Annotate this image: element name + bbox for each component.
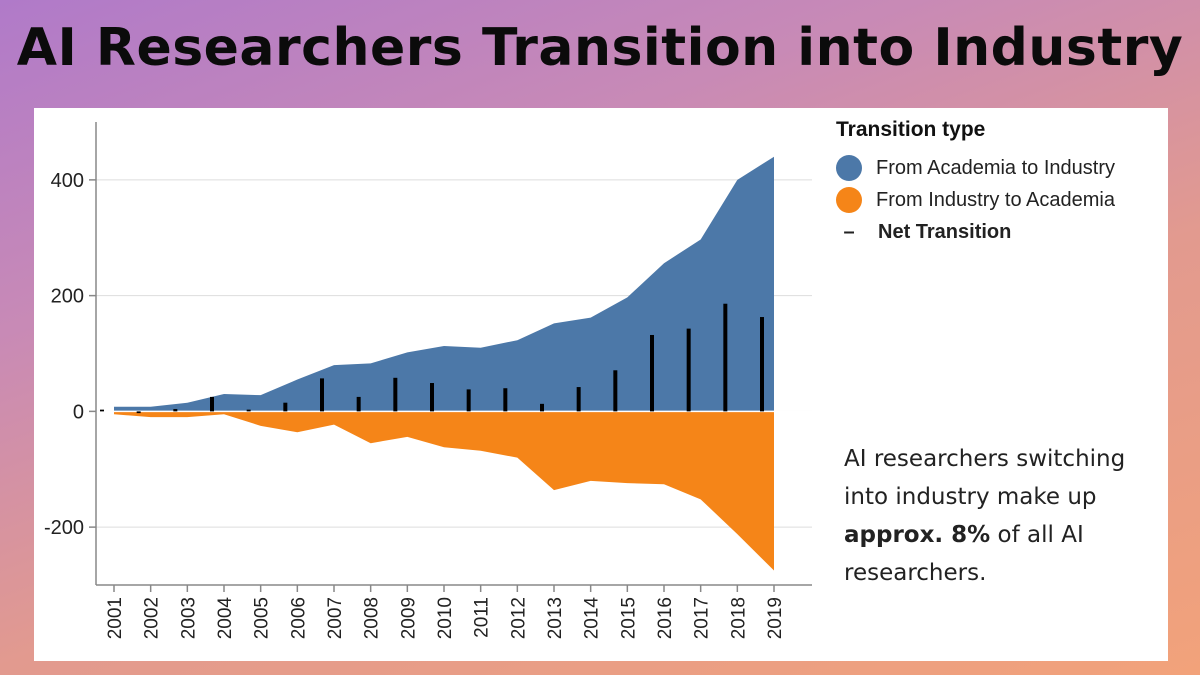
x-tick-label: 2010 <box>435 597 456 639</box>
legend-label: Net Transition <box>878 220 1012 243</box>
net-bar <box>283 402 288 412</box>
net-bar <box>393 377 398 412</box>
legend-swatch-orange <box>836 187 862 213</box>
net-bar <box>356 396 361 412</box>
net-bar <box>136 411 141 414</box>
net-bar <box>100 409 104 412</box>
x-tick-label: 2014 <box>582 597 603 640</box>
x-tick-label: 2001 <box>105 597 126 639</box>
chart-panel: -200 0 200 400 2001 2002 2003 2004 2005 2006 2007 2… <box>34 108 1168 661</box>
x-tick-label: 2011 <box>472 597 493 638</box>
x-tick-label: 2012 <box>508 597 529 639</box>
x-tick-label: 2004 <box>215 597 236 640</box>
legend-item-net-transition: – Net Transition <box>836 216 1115 248</box>
note-line-1: AI researchers switching into industry m… <box>844 446 1126 510</box>
x-tick-label: 2015 <box>618 597 639 639</box>
net-bar <box>430 383 434 412</box>
legend-title: Transition type <box>836 118 986 141</box>
net-bar <box>760 317 764 412</box>
area-academia-to-industry <box>114 156 774 412</box>
y-tick-label: -200 <box>44 517 84 539</box>
legend-label: From Academia to Industry <box>876 156 1115 179</box>
y-tick-label: 0 <box>73 401 84 423</box>
annotation-note: AI researchers switching into industry m… <box>844 440 1164 592</box>
net-bar <box>173 409 178 412</box>
x-tick-label: 2013 <box>545 597 566 639</box>
x-tick-label: 2005 <box>252 597 273 639</box>
x-tick-label: 2017 <box>692 597 713 639</box>
net-bar <box>613 370 618 412</box>
headline: AI Researchers Transition into Industry <box>16 18 1184 78</box>
net-bar <box>210 396 214 412</box>
legend-swatch-blue <box>836 155 862 181</box>
legend-swatch-dash: – <box>843 220 855 243</box>
area-chart: -200 0 200 400 2001 2002 2003 2004 2005 2006 2007 2… <box>44 122 812 640</box>
x-tick-label: 2002 <box>142 597 163 639</box>
legend-item-industry-to-academia: From Industry to Academia <box>836 184 1115 216</box>
net-bar <box>650 334 654 412</box>
net-bar <box>576 387 581 412</box>
legend-item-academia-to-industry: From Academia to Industry <box>836 152 1115 184</box>
x-tick-label: 2003 <box>178 597 199 639</box>
net-bar <box>246 409 251 412</box>
x-tick-label: 2018 <box>728 597 749 639</box>
y-tick-label: 200 <box>51 286 84 308</box>
x-tick-label: 2016 <box>655 597 676 639</box>
legend-label: From Industry to Academia <box>876 188 1115 211</box>
net-bar <box>320 378 324 412</box>
net-bar <box>540 403 544 412</box>
x-tick-label: 2006 <box>288 597 309 639</box>
net-bar <box>503 388 508 412</box>
x-tick-label: 2019 <box>765 597 786 639</box>
x-tick-label: 2007 <box>325 597 346 639</box>
x-tick-label: 2008 <box>362 597 383 639</box>
area-industry-to-academia <box>114 411 774 571</box>
net-bar <box>686 328 691 412</box>
x-tick-label: 2009 <box>398 597 419 639</box>
net-bar <box>466 389 471 412</box>
note-bold: approx. 8% <box>844 522 991 548</box>
net-bar <box>723 303 728 412</box>
legend: Transition type From Academia to Industr… <box>836 118 1115 248</box>
note-line-2: of all AI researchers. <box>844 522 1084 586</box>
y-tick-label: 400 <box>51 170 84 192</box>
